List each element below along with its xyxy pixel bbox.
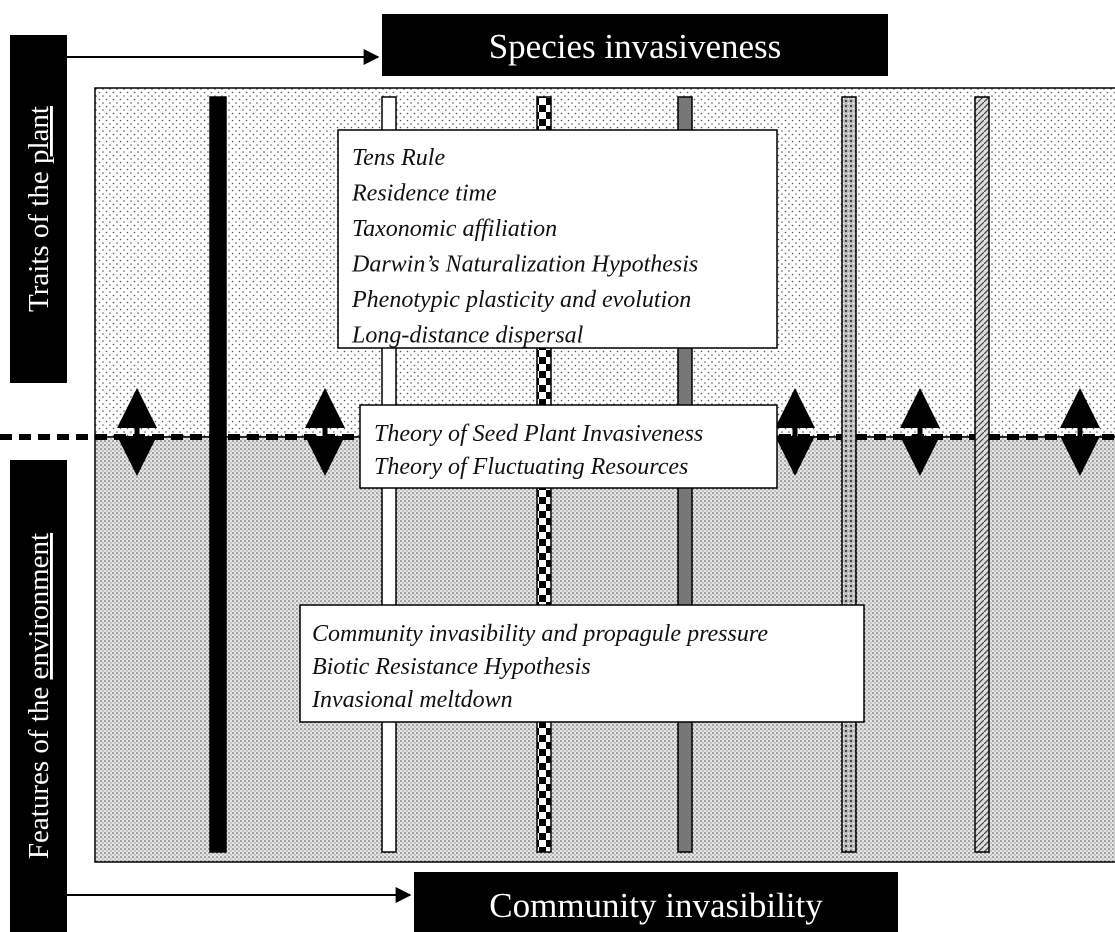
- box-line: Phenotypic plasticity and evolution: [351, 287, 691, 313]
- box-1: Tens Rule Residence time Taxonomic affilia…: [337, 129, 778, 349]
- side-text: Traits of the: [23, 164, 55, 312]
- box-line: Darwin’s Naturalization Hypothesis: [351, 252, 698, 278]
- box-line: Biotic Resistance Hypothesis: [312, 654, 591, 680]
- side-text-underlined: environment: [23, 533, 55, 680]
- box-line: Tens Rule: [352, 145, 445, 171]
- box-line: Invasional meltdown: [311, 687, 513, 713]
- double-arrows: [117, 388, 1100, 476]
- box-line: Community invasibility and propagule pre…: [312, 621, 768, 647]
- side-plant: Traits of the plant: [10, 35, 67, 383]
- box-line: Long-distance dispersal: [351, 323, 584, 349]
- box-line: Residence time: [351, 181, 497, 207]
- box-line: Theory of Seed Plant Invasiveness: [374, 421, 703, 447]
- box-line: Taxonomic affiliation: [352, 216, 557, 242]
- side-environment: Features of the environment: [10, 460, 67, 932]
- top-label-group: Species invasiveness: [67, 14, 888, 76]
- side-text-underlined: plant: [23, 106, 55, 164]
- bottom-label-group: Community invasibility: [67, 872, 898, 932]
- box-3: Community invasibility and propagule pre…: [299, 604, 865, 723]
- side-label: Features of the environment: [23, 533, 55, 859]
- top-label: Species invasiveness: [489, 27, 782, 66]
- side-label: Traits of the plant: [23, 106, 55, 312]
- bottom-label: Community invasibility: [489, 886, 823, 925]
- box-line: Theory of Fluctuating Resources: [374, 454, 688, 480]
- box-2: Theory of Seed Plant Invasiveness Theory …: [359, 404, 778, 489]
- side-text: Features of the: [23, 679, 55, 859]
